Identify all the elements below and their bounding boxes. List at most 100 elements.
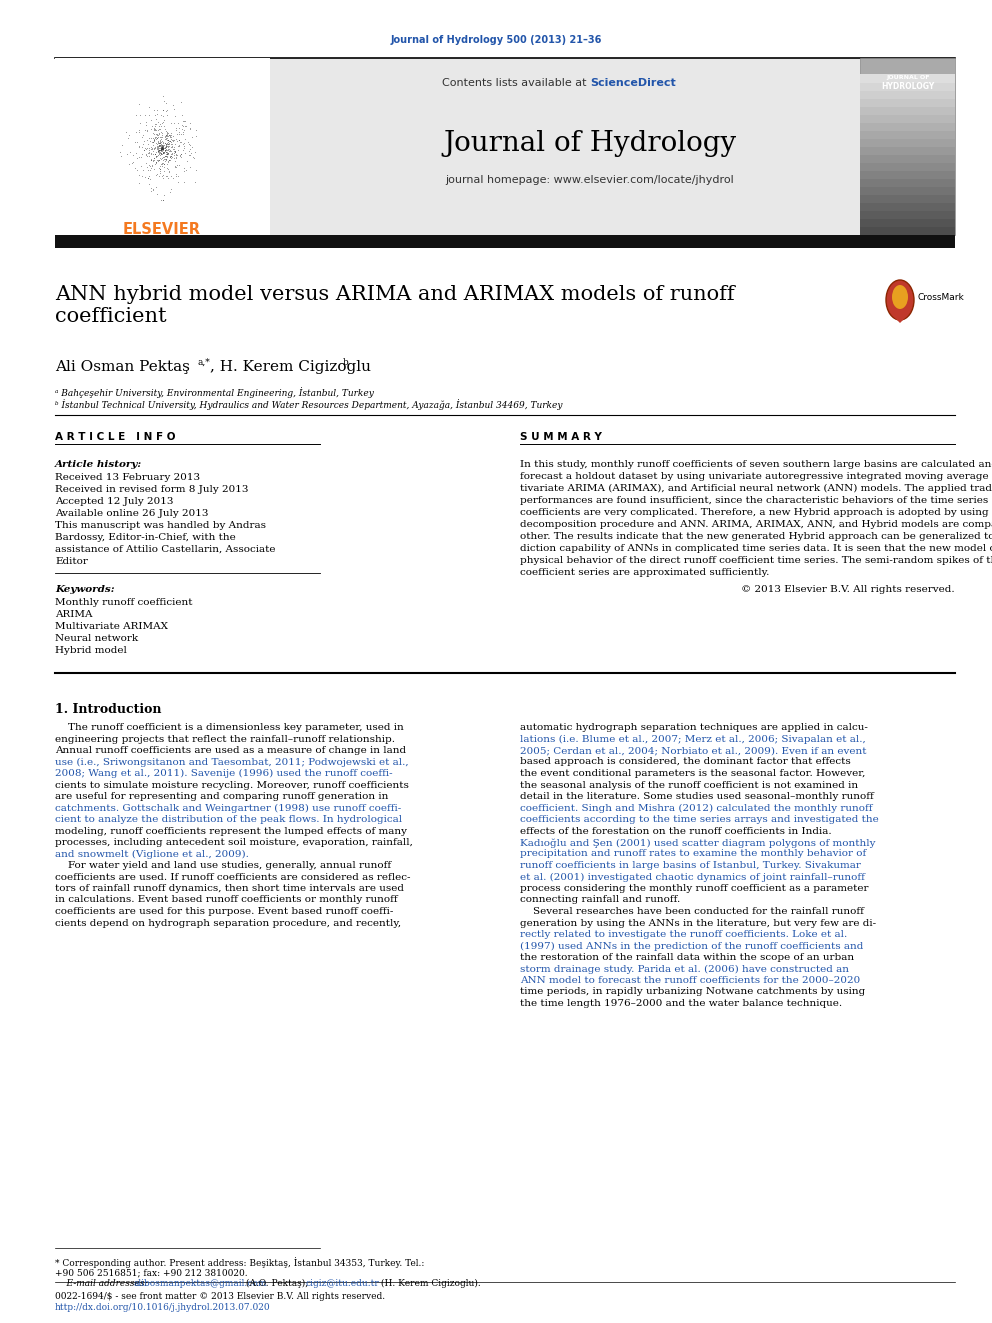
Point bbox=[156, 138, 172, 159]
Point bbox=[131, 172, 147, 193]
Text: engineering projects that reflect the rainfall–runoff relationship.: engineering projects that reflect the ra… bbox=[55, 734, 395, 744]
Point bbox=[160, 132, 176, 153]
Point bbox=[145, 132, 161, 153]
Point bbox=[149, 152, 165, 173]
Point bbox=[153, 131, 169, 152]
Point bbox=[155, 136, 171, 157]
Point bbox=[167, 151, 183, 172]
Point bbox=[162, 146, 178, 167]
Point bbox=[157, 184, 173, 205]
Point bbox=[147, 130, 163, 151]
Bar bbox=[860, 194, 955, 202]
Bar bbox=[860, 179, 955, 187]
Point bbox=[179, 115, 194, 136]
Point bbox=[175, 139, 190, 160]
Point bbox=[164, 147, 180, 168]
Point bbox=[143, 136, 159, 157]
Point bbox=[141, 143, 157, 164]
Point bbox=[182, 156, 197, 177]
Point bbox=[146, 118, 162, 139]
Text: a,*: a,* bbox=[197, 359, 209, 366]
Point bbox=[148, 146, 164, 167]
Point bbox=[152, 132, 168, 153]
Point bbox=[148, 147, 164, 168]
Point bbox=[129, 132, 145, 153]
Point bbox=[154, 138, 170, 159]
Point bbox=[154, 112, 170, 134]
Point bbox=[119, 143, 135, 164]
Point bbox=[127, 157, 143, 179]
Point bbox=[157, 142, 173, 163]
Point bbox=[175, 122, 190, 143]
Point bbox=[171, 155, 186, 176]
Point bbox=[149, 123, 165, 144]
Point bbox=[154, 139, 170, 160]
Text: +90 506 2516851; fax: +90 212 3810020.: +90 506 2516851; fax: +90 212 3810020. bbox=[55, 1267, 248, 1277]
Bar bbox=[55, 235, 955, 247]
Point bbox=[159, 136, 175, 157]
Point bbox=[160, 126, 176, 147]
Point bbox=[144, 139, 160, 160]
Point bbox=[153, 105, 169, 126]
Point bbox=[154, 138, 170, 159]
Point bbox=[155, 134, 171, 155]
Text: JOURNAL OF: JOURNAL OF bbox=[886, 75, 930, 79]
Point bbox=[159, 93, 175, 114]
Point bbox=[139, 130, 155, 151]
Point bbox=[156, 143, 172, 164]
Text: generation by using the ANNs in the literature, but very few are di-: generation by using the ANNs in the lite… bbox=[520, 918, 876, 927]
Point bbox=[172, 144, 187, 165]
Point bbox=[155, 131, 171, 152]
Point bbox=[160, 134, 176, 155]
Point bbox=[152, 131, 168, 152]
Point bbox=[134, 127, 150, 148]
Text: Contents lists available at: Contents lists available at bbox=[442, 78, 590, 89]
Text: modeling, runoff coefficients represent the lumped effects of many: modeling, runoff coefficients represent … bbox=[55, 827, 407, 836]
Point bbox=[153, 139, 169, 160]
Point bbox=[140, 159, 156, 180]
Point bbox=[164, 131, 180, 152]
Text: ᵃ Bahçeşehir University, Environmental Engineering, İstanbul, Turkey: ᵃ Bahçeşehir University, Environmental E… bbox=[55, 388, 374, 398]
Point bbox=[171, 134, 186, 155]
Point bbox=[160, 130, 176, 151]
Point bbox=[149, 136, 165, 157]
Point bbox=[128, 131, 144, 152]
Point bbox=[176, 110, 191, 131]
Point bbox=[152, 130, 168, 151]
Point bbox=[135, 134, 151, 155]
Point bbox=[159, 123, 175, 144]
Point bbox=[159, 165, 175, 187]
Point bbox=[152, 119, 168, 140]
Point bbox=[138, 144, 154, 165]
Point bbox=[170, 165, 186, 187]
Point bbox=[154, 140, 170, 161]
Point bbox=[155, 142, 171, 163]
Point bbox=[152, 135, 168, 156]
Point bbox=[147, 123, 163, 144]
Point bbox=[156, 142, 172, 163]
Point bbox=[141, 155, 157, 176]
Text: 2005; Cerdan et al., 2004; Norbiato et al., 2009). Even if an event: 2005; Cerdan et al., 2004; Norbiato et a… bbox=[520, 746, 866, 755]
Point bbox=[154, 124, 170, 146]
Point bbox=[174, 114, 189, 135]
Point bbox=[165, 168, 181, 189]
Point bbox=[156, 139, 172, 160]
Point bbox=[168, 140, 184, 161]
Text: runoff coefficients in large basins of Istanbul, Turkey. Sivakumar: runoff coefficients in large basins of I… bbox=[520, 861, 861, 871]
Bar bbox=[860, 153, 955, 163]
Point bbox=[156, 111, 172, 132]
Text: tors of rainfall runoff dynamics, then short time intervals are used: tors of rainfall runoff dynamics, then s… bbox=[55, 884, 404, 893]
Point bbox=[151, 132, 167, 153]
Text: Multivariate ARIMAX: Multivariate ARIMAX bbox=[55, 622, 168, 631]
Text: Journal of Hydrology 500 (2013) 21–36: Journal of Hydrology 500 (2013) 21–36 bbox=[390, 34, 602, 45]
Text: coefficients are used for this purpose. Event based runoff coeffi-: coefficients are used for this purpose. … bbox=[55, 908, 394, 916]
Point bbox=[124, 152, 140, 173]
Text: ᵇ İstanbul Technical University, Hydraulics and Water Resources Department, Ayaz: ᵇ İstanbul Technical University, Hydraul… bbox=[55, 400, 562, 410]
Text: automatic hydrograph separation techniques are applied in calcu-: automatic hydrograph separation techniqu… bbox=[520, 722, 868, 732]
Point bbox=[186, 148, 202, 169]
Point bbox=[158, 149, 174, 171]
Point bbox=[166, 144, 182, 165]
Point bbox=[158, 126, 174, 147]
Point bbox=[173, 146, 188, 167]
Point bbox=[170, 139, 186, 160]
